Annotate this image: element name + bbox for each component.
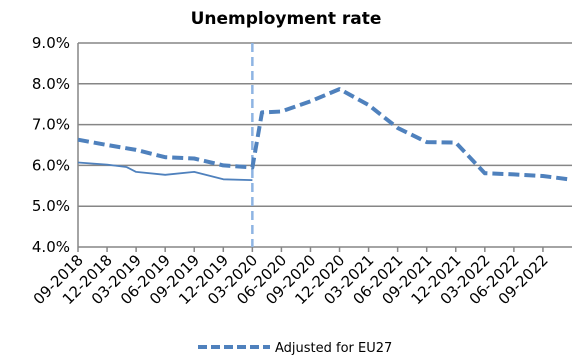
y-tick-label: 5.0% <box>32 197 70 215</box>
axes <box>77 43 544 252</box>
y-tick-label: 4.0% <box>32 238 70 256</box>
y-tick-labels: 4.0% 5.0% 6.0% 7.0% 8.0% 9.0% <box>32 34 70 256</box>
series-line-unemployment <box>77 161 253 181</box>
legend-label-adjusted-eu27: Adjusted for EU27 <box>275 341 392 356</box>
x-tick-labels: 09-201812-201803-201906-201909-201912-20… <box>30 251 552 308</box>
legend: Adjusted for EU27 <box>198 341 392 356</box>
series-line-adjusted-eu27 <box>77 87 572 182</box>
series-lines <box>77 87 572 182</box>
chart-title: Unemployment rate <box>191 9 382 29</box>
y-tick-label: 9.0% <box>32 34 70 52</box>
y-tick-label: 8.0% <box>32 75 70 93</box>
gridlines <box>78 42 572 248</box>
y-tick-label: 7.0% <box>32 116 70 134</box>
y-tick-label: 6.0% <box>32 156 70 174</box>
